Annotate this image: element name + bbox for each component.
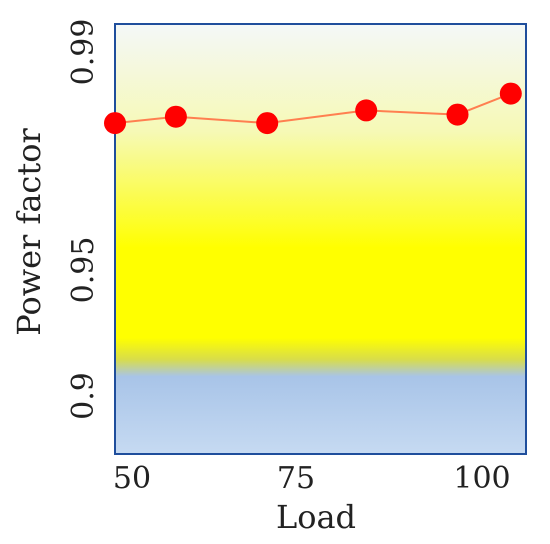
data-point-4[interactable]: [446, 103, 469, 126]
data-point-0[interactable]: [104, 112, 126, 135]
data-point-3[interactable]: [355, 99, 378, 122]
y-axis-title: Power factor: [10, 128, 48, 336]
x-tick-label-2: 100: [453, 461, 510, 496]
data-point-1[interactable]: [164, 105, 187, 128]
y-tick-label-0: 0.9: [66, 372, 101, 420]
data-point-2[interactable]: [256, 112, 279, 135]
y-tick-label-1: 0.95: [66, 237, 101, 304]
y-tick-label-2: 0.99: [66, 19, 101, 86]
x-tick-label-1: 75: [277, 461, 315, 496]
plot-background: [115, 24, 526, 454]
plot-frame: [114, 23, 527, 455]
x-axis-title: Load: [276, 498, 356, 536]
data-point-5[interactable]: [499, 82, 522, 105]
x-tick-label-0: 50: [113, 461, 151, 496]
